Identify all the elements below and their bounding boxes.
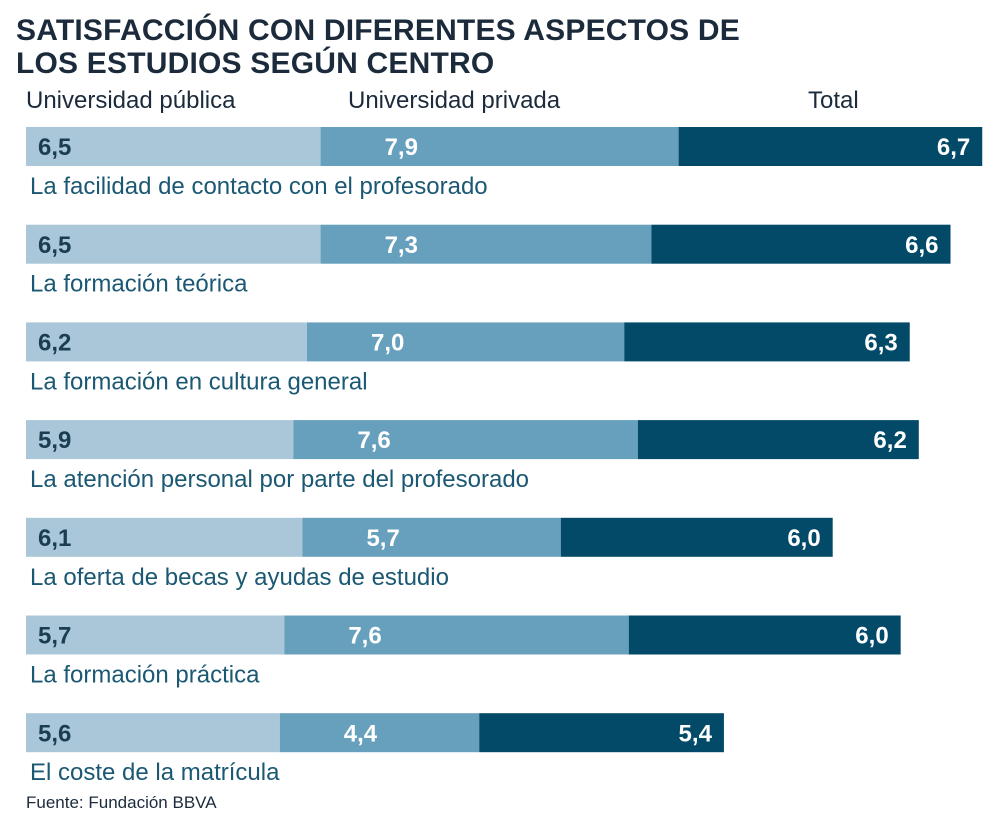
bar-publica <box>26 322 307 362</box>
bar-privada <box>320 127 679 166</box>
bar-row: 5,6 4,4 5,4 El coste de la matrícula <box>26 713 724 786</box>
value-label-publica: 6,2 <box>38 330 71 357</box>
value-label-publica: 5,9 <box>38 427 71 454</box>
bar-privada <box>293 420 638 460</box>
value-label-publica: 5,6 <box>38 720 71 747</box>
bar-publica <box>26 127 321 166</box>
bar-privada <box>279 713 480 753</box>
legend-item-universidad-publica: Universidad pública <box>26 87 236 114</box>
bar-row: 5,9 7,6 6,2 La atención personal por parte … <box>26 420 919 493</box>
value-label-privada: 7,6 <box>357 427 390 454</box>
chart-title: SATISFACCIÓN CON DIFERENTES ASPECTOS DE … <box>16 14 916 80</box>
chart-title-line-2: LOS ESTUDIOS SEGÚN CENTRO <box>16 47 495 80</box>
bar-total <box>651 224 951 264</box>
value-label-privada: 4,4 <box>344 720 378 747</box>
bar-row: 5,7 7,6 6,0 La formación práctica <box>26 615 901 689</box>
bar-row: 6,5 7,9 6,7 La facilidad de contacto con el… <box>26 127 983 200</box>
category-label: La formación en cultura general <box>30 368 368 395</box>
value-label-publica: 6,5 <box>38 134 71 161</box>
value-label-privada: 7,0 <box>371 330 404 357</box>
value-label-total: 5,4 <box>679 720 713 747</box>
value-label-publica: 5,7 <box>38 623 71 650</box>
bar-total <box>637 420 919 460</box>
value-label-publica: 6,1 <box>38 525 71 552</box>
category-label: La atención personal por parte del profe… <box>30 466 529 493</box>
category-label: La oferta de becas y ayudas de estudio <box>30 564 449 591</box>
bar-total <box>479 713 724 753</box>
bar-total <box>678 127 983 166</box>
value-label-total: 6,7 <box>937 134 970 161</box>
value-label-privada: 5,7 <box>366 525 399 552</box>
bar-total <box>560 517 833 557</box>
bar-privada <box>306 322 625 362</box>
value-label-privada: 7,3 <box>385 232 418 259</box>
bar-row: 6,1 5,7 6,0 La oferta de becas y ayudas de … <box>26 517 833 591</box>
bar-publica <box>26 224 321 264</box>
value-label-total: 6,6 <box>905 232 938 259</box>
value-label-total: 6,0 <box>787 525 820 552</box>
value-label-privada: 7,9 <box>385 134 418 161</box>
bar-publica <box>26 615 285 655</box>
bar-privada <box>320 224 652 264</box>
bar-total <box>628 615 901 655</box>
bar-privada <box>284 615 629 655</box>
value-label-total: 6,3 <box>864 330 897 357</box>
bar-privada <box>302 517 561 557</box>
category-label: La facilidad de contacto con el profesor… <box>30 173 488 200</box>
value-label-total: 6,0 <box>855 623 888 650</box>
bar-row: 6,2 7,0 6,3 La formación en cultura general <box>26 322 910 395</box>
bar-publica <box>26 517 303 557</box>
chart-title-line-1: SATISFACCIÓN CON DIFERENTES ASPECTOS DE <box>16 14 740 47</box>
bar-total <box>624 322 910 362</box>
legend-item-universidad-privada: Universidad privada <box>348 87 561 114</box>
value-label-privada: 7,6 <box>348 623 381 650</box>
source-note: Fuente: Fundación BBVA <box>26 793 217 812</box>
category-label: La formación teórica <box>30 271 248 298</box>
bar-publica <box>26 713 280 753</box>
bar-publica <box>26 420 294 460</box>
category-label: El coste de la matrícula <box>30 759 280 786</box>
value-label-total: 6,2 <box>873 427 906 454</box>
value-label-publica: 6,5 <box>38 232 71 259</box>
bar-row: 6,5 7,3 6,6 La formación teórica <box>26 224 951 298</box>
category-label: La formación práctica <box>30 662 260 689</box>
legend-item-total: Total <box>808 87 859 114</box>
